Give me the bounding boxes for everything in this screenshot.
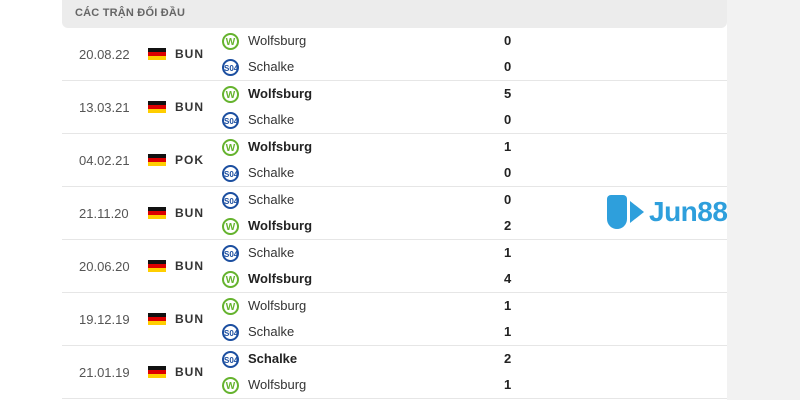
competition: BUN — [175, 206, 204, 220]
team-name: Schalke — [248, 59, 295, 74]
wolfsburg-logo-icon: W — [222, 139, 239, 156]
competition: BUN — [175, 47, 204, 61]
match-row[interactable]: 20.08.22 BUN W Wolfsburg 0 S04 Schalke 0 — [62, 28, 727, 81]
match-date: 21.01.19 — [79, 365, 130, 380]
team-score: 0 — [504, 112, 512, 127]
wolfsburg-logo-icon: W — [222, 86, 239, 103]
germany-flag-icon — [148, 313, 166, 325]
germany-flag-icon — [148, 366, 166, 378]
team-line: W Wolfsburg 1 — [222, 372, 642, 398]
schalke-logo-icon: S04 — [222, 165, 239, 182]
match-row[interactable]: 13.03.21 BUN W Wolfsburg 5 S04 Schalke 0 — [62, 81, 727, 134]
team-score: 1 — [504, 245, 512, 260]
match-date: 19.12.19 — [79, 312, 130, 327]
competition: POK — [175, 153, 205, 167]
team-line: W Wolfsburg 1 — [222, 134, 642, 160]
germany-flag-icon — [148, 154, 166, 166]
team-line: W Wolfsburg 0 — [222, 28, 642, 54]
jun88-logo-icon — [607, 193, 649, 231]
match-date: 20.08.22 — [79, 47, 130, 62]
right-background — [727, 0, 800, 400]
schalke-logo-icon: S04 — [222, 112, 239, 129]
team-score: 2 — [504, 351, 512, 366]
germany-flag-icon — [148, 101, 166, 113]
team-score: 1 — [504, 377, 512, 392]
team-line: S04 Schalke 0 — [222, 54, 642, 80]
team-line: S04 Schalke 1 — [222, 240, 642, 266]
competition: BUN — [175, 365, 204, 379]
competition: BUN — [175, 100, 204, 114]
brand-watermark: Jun88 — [607, 193, 728, 231]
team-score: 5 — [504, 86, 512, 101]
team-name: Wolfsburg — [248, 218, 313, 233]
team-line: S04 Schalke 1 — [222, 319, 642, 345]
team-line: S04 Schalke 2 — [222, 346, 642, 372]
schalke-logo-icon: S04 — [222, 59, 239, 76]
team-line: S04 Schalke 0 — [222, 107, 642, 133]
wolfsburg-logo-icon: W — [222, 218, 239, 235]
team-score: 1 — [504, 139, 512, 154]
match-row[interactable]: 20.06.20 BUN S04 Schalke 1 W Wolfsburg 4 — [62, 240, 727, 293]
brand-text: Jun88 — [649, 196, 728, 227]
team-score: 0 — [504, 59, 512, 74]
match-date: 20.06.20 — [79, 259, 130, 274]
match-list: 20.08.22 BUN W Wolfsburg 0 S04 Schalke 0… — [62, 28, 727, 399]
team-line: W Wolfsburg 4 — [222, 266, 642, 292]
team-name: Wolfsburg — [248, 33, 307, 48]
wolfsburg-logo-icon: W — [222, 298, 239, 315]
team-score: 0 — [504, 33, 512, 48]
match-row[interactable]: 19.12.19 BUN W Wolfsburg 1 S04 Schalke 1 — [62, 293, 727, 346]
team-name: Schalke — [248, 165, 295, 180]
team-score: 0 — [504, 165, 512, 180]
team-line: S04 Schalke 0 — [222, 160, 642, 186]
team-name: Wolfsburg — [248, 377, 307, 392]
wolfsburg-logo-icon: W — [222, 377, 239, 394]
match-row[interactable]: 21.01.19 BUN S04 Schalke 2 W Wolfsburg 1 — [62, 346, 727, 399]
section-header: CÁC TRẬN ĐỐI ĐẦU — [62, 0, 727, 28]
match-row[interactable]: 21.11.20 BUN S04 Schalke 0 W Wolfsburg 2 — [62, 187, 727, 240]
schalke-logo-icon: S04 — [222, 351, 239, 368]
team-name: Schalke — [248, 245, 295, 260]
wolfsburg-logo-icon: W — [222, 271, 239, 288]
team-score: 1 — [504, 324, 512, 339]
team-score: 2 — [504, 218, 512, 233]
germany-flag-icon — [148, 207, 166, 219]
team-name: Wolfsburg — [248, 86, 313, 101]
schalke-logo-icon: S04 — [222, 245, 239, 262]
match-row[interactable]: 04.02.21 POK W Wolfsburg 1 S04 Schalke 0 — [62, 134, 727, 187]
team-score: 4 — [504, 271, 512, 286]
team-score: 0 — [504, 192, 512, 207]
competition: BUN — [175, 259, 204, 273]
team-name: Schalke — [248, 192, 295, 207]
team-line: W Wolfsburg 2 — [222, 213, 642, 239]
germany-flag-icon — [148, 48, 166, 60]
team-name: Schalke — [248, 351, 298, 366]
match-date: 13.03.21 — [79, 100, 130, 115]
schalke-logo-icon: S04 — [222, 192, 239, 209]
team-score: 1 — [504, 298, 512, 313]
team-line: W Wolfsburg 5 — [222, 81, 642, 107]
team-name: Schalke — [248, 112, 295, 127]
match-date: 04.02.21 — [79, 153, 130, 168]
team-line: S04 Schalke 0 — [222, 187, 642, 213]
competition: BUN — [175, 312, 204, 326]
match-date: 21.11.20 — [79, 206, 129, 221]
germany-flag-icon — [148, 260, 166, 272]
wolfsburg-logo-icon: W — [222, 33, 239, 50]
team-name: Wolfsburg — [248, 139, 313, 154]
team-name: Schalke — [248, 324, 295, 339]
schalke-logo-icon: S04 — [222, 324, 239, 341]
team-line: W Wolfsburg 1 — [222, 293, 642, 319]
team-name: Wolfsburg — [248, 271, 313, 286]
team-name: Wolfsburg — [248, 298, 307, 313]
